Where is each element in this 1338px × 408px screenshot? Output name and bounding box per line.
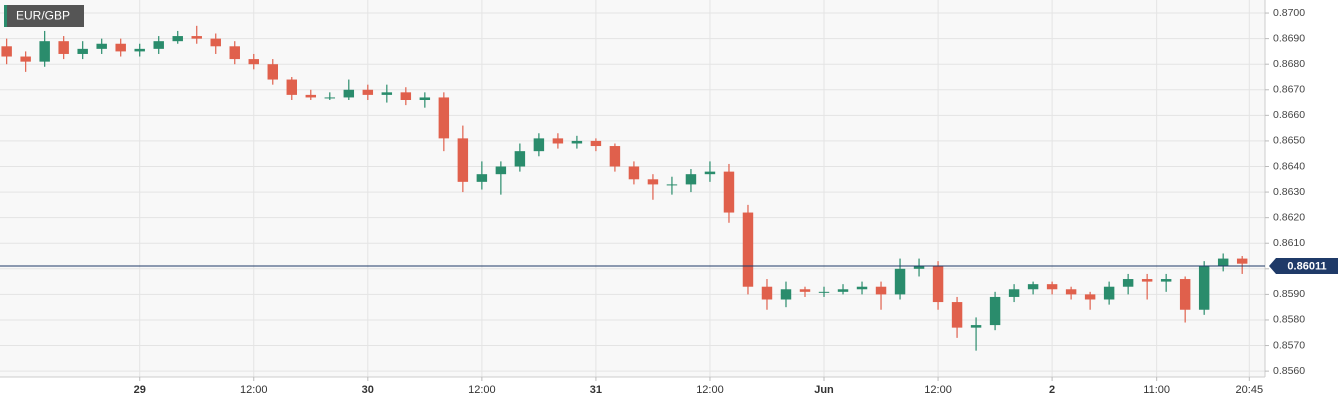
y-tick-label: 0.8660 xyxy=(1273,109,1305,121)
candle-body xyxy=(552,138,564,144)
candle-body xyxy=(153,41,164,49)
candle-body xyxy=(571,140,583,144)
candle-body xyxy=(400,92,412,101)
candle-body xyxy=(305,94,317,98)
candle-body xyxy=(647,179,659,185)
x-tick-label: 31 xyxy=(590,384,602,396)
candle-body xyxy=(514,151,526,167)
candle-body xyxy=(1084,294,1096,300)
candle-body xyxy=(609,146,621,167)
y-tick-label: 0.8690 xyxy=(1273,32,1305,44)
candle-body xyxy=(818,291,830,293)
y-tick-label: 0.8560 xyxy=(1273,365,1305,377)
candle-body xyxy=(989,296,1001,326)
last-price-marker xyxy=(1269,257,1338,274)
candle-body xyxy=(666,184,678,186)
candle-body xyxy=(1046,284,1058,290)
candle-body xyxy=(343,89,355,98)
candle-body xyxy=(951,302,963,328)
candle-body xyxy=(1160,279,1172,282)
y-tick-label: 0.8610 xyxy=(1273,237,1305,249)
candle-body xyxy=(780,289,792,300)
y-tick-label: 0.8670 xyxy=(1273,84,1305,96)
candle-body xyxy=(761,286,773,300)
title-accent xyxy=(4,5,7,27)
candle-body xyxy=(438,97,450,139)
candle-body xyxy=(267,64,278,80)
candle-body xyxy=(799,289,811,292)
candle-body xyxy=(1236,258,1248,264)
candle-body xyxy=(932,266,944,303)
candle-body xyxy=(1122,279,1134,287)
x-tick-label: Jun xyxy=(814,384,834,396)
candle-body xyxy=(476,174,488,182)
last-price-label: 0.86011 xyxy=(1287,260,1326,272)
candle-body xyxy=(1027,284,1039,290)
candle-body xyxy=(77,48,88,54)
x-tick-label: 30 xyxy=(362,384,374,396)
candle-body xyxy=(248,59,259,65)
candle-body xyxy=(723,171,735,213)
candle-body xyxy=(742,212,754,287)
candle-body xyxy=(1217,258,1229,267)
candle-body xyxy=(1141,279,1153,282)
candle-body xyxy=(894,268,906,295)
candle-body xyxy=(875,286,887,295)
candle-body xyxy=(191,36,202,39)
x-tick-label: 12:00 xyxy=(240,384,268,396)
candle-body xyxy=(628,166,640,180)
candle-body xyxy=(457,138,469,182)
candle-body xyxy=(1008,289,1020,297)
candle-body xyxy=(1065,289,1077,295)
candle-body xyxy=(856,286,868,290)
candle-body xyxy=(495,166,507,175)
candle-body xyxy=(134,48,145,52)
x-tick-label: 11:00 xyxy=(1143,384,1170,396)
title-box xyxy=(4,5,84,27)
candle-body xyxy=(837,289,849,292)
candle-body xyxy=(58,41,69,54)
candle-body xyxy=(172,36,183,42)
candle-body xyxy=(590,140,602,147)
plot-area xyxy=(0,0,1265,377)
x-tick-label: 12:00 xyxy=(468,384,496,396)
y-tick-label: 0.8650 xyxy=(1273,135,1305,147)
candle-body xyxy=(96,43,107,49)
y-tick-label: 0.8640 xyxy=(1273,160,1305,172)
candle-body xyxy=(20,56,31,62)
y-tick-label: 0.8590 xyxy=(1273,288,1305,300)
candle-body xyxy=(1179,279,1191,310)
candle-body xyxy=(704,171,716,175)
candle-body xyxy=(1198,266,1210,310)
candle-body xyxy=(210,38,221,47)
y-tick-label: 0.8620 xyxy=(1273,211,1305,223)
candle-body xyxy=(913,266,925,269)
candle-body xyxy=(533,138,545,152)
candle-body xyxy=(381,92,393,95)
candle-body xyxy=(1103,286,1115,300)
x-tick-label: 12:00 xyxy=(696,384,724,396)
x-tick-label: 29 xyxy=(134,384,146,396)
y-tick-label: 0.8570 xyxy=(1273,339,1305,351)
candle-body xyxy=(419,97,431,101)
candle-body xyxy=(229,46,240,60)
x-tick-label: 2 xyxy=(1049,384,1055,396)
candle-body xyxy=(115,43,126,52)
y-tick-label: 0.8680 xyxy=(1273,58,1305,70)
x-tick-label: 20:45 xyxy=(1236,384,1264,396)
chart-title: EUR/GBP xyxy=(16,9,70,23)
candle-body xyxy=(324,97,336,99)
candle-body xyxy=(39,41,50,62)
candle-body xyxy=(685,174,697,185)
y-tick-label: 0.8630 xyxy=(1273,186,1305,198)
x-tick-label: 12:00 xyxy=(924,384,952,396)
candle-body xyxy=(286,79,298,95)
y-tick-label: 0.8580 xyxy=(1273,314,1305,326)
candle-body xyxy=(970,325,982,328)
y-tick-label: 0.8700 xyxy=(1273,7,1305,19)
candle-body xyxy=(362,89,374,95)
candle-body xyxy=(1,46,12,57)
